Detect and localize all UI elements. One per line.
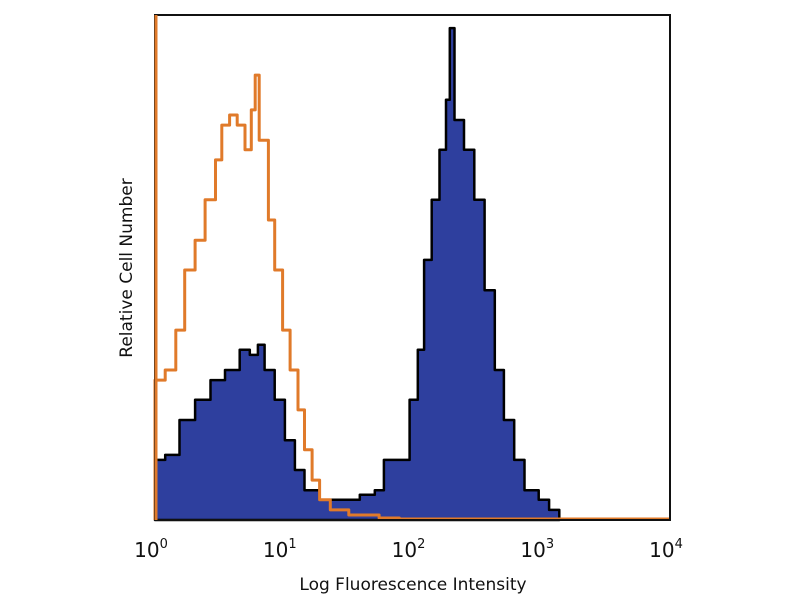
series-filled-histogram [153,26,561,522]
series-outline-histogram [153,73,401,520]
x-tick-label: 100 [134,537,168,562]
x-axis-label: Log Fluorescence Intensity [299,575,526,595]
x-tick-label: 101 [263,537,297,562]
x-tick-labels: 100 101 102 103 104 [134,537,683,562]
x-tick-label: 103 [520,537,554,562]
plot-area [153,26,670,522]
y-axis-label: Relative Cell Number [117,178,137,357]
x-tick-label: 104 [649,537,683,562]
x-tick-label: 102 [392,537,426,562]
